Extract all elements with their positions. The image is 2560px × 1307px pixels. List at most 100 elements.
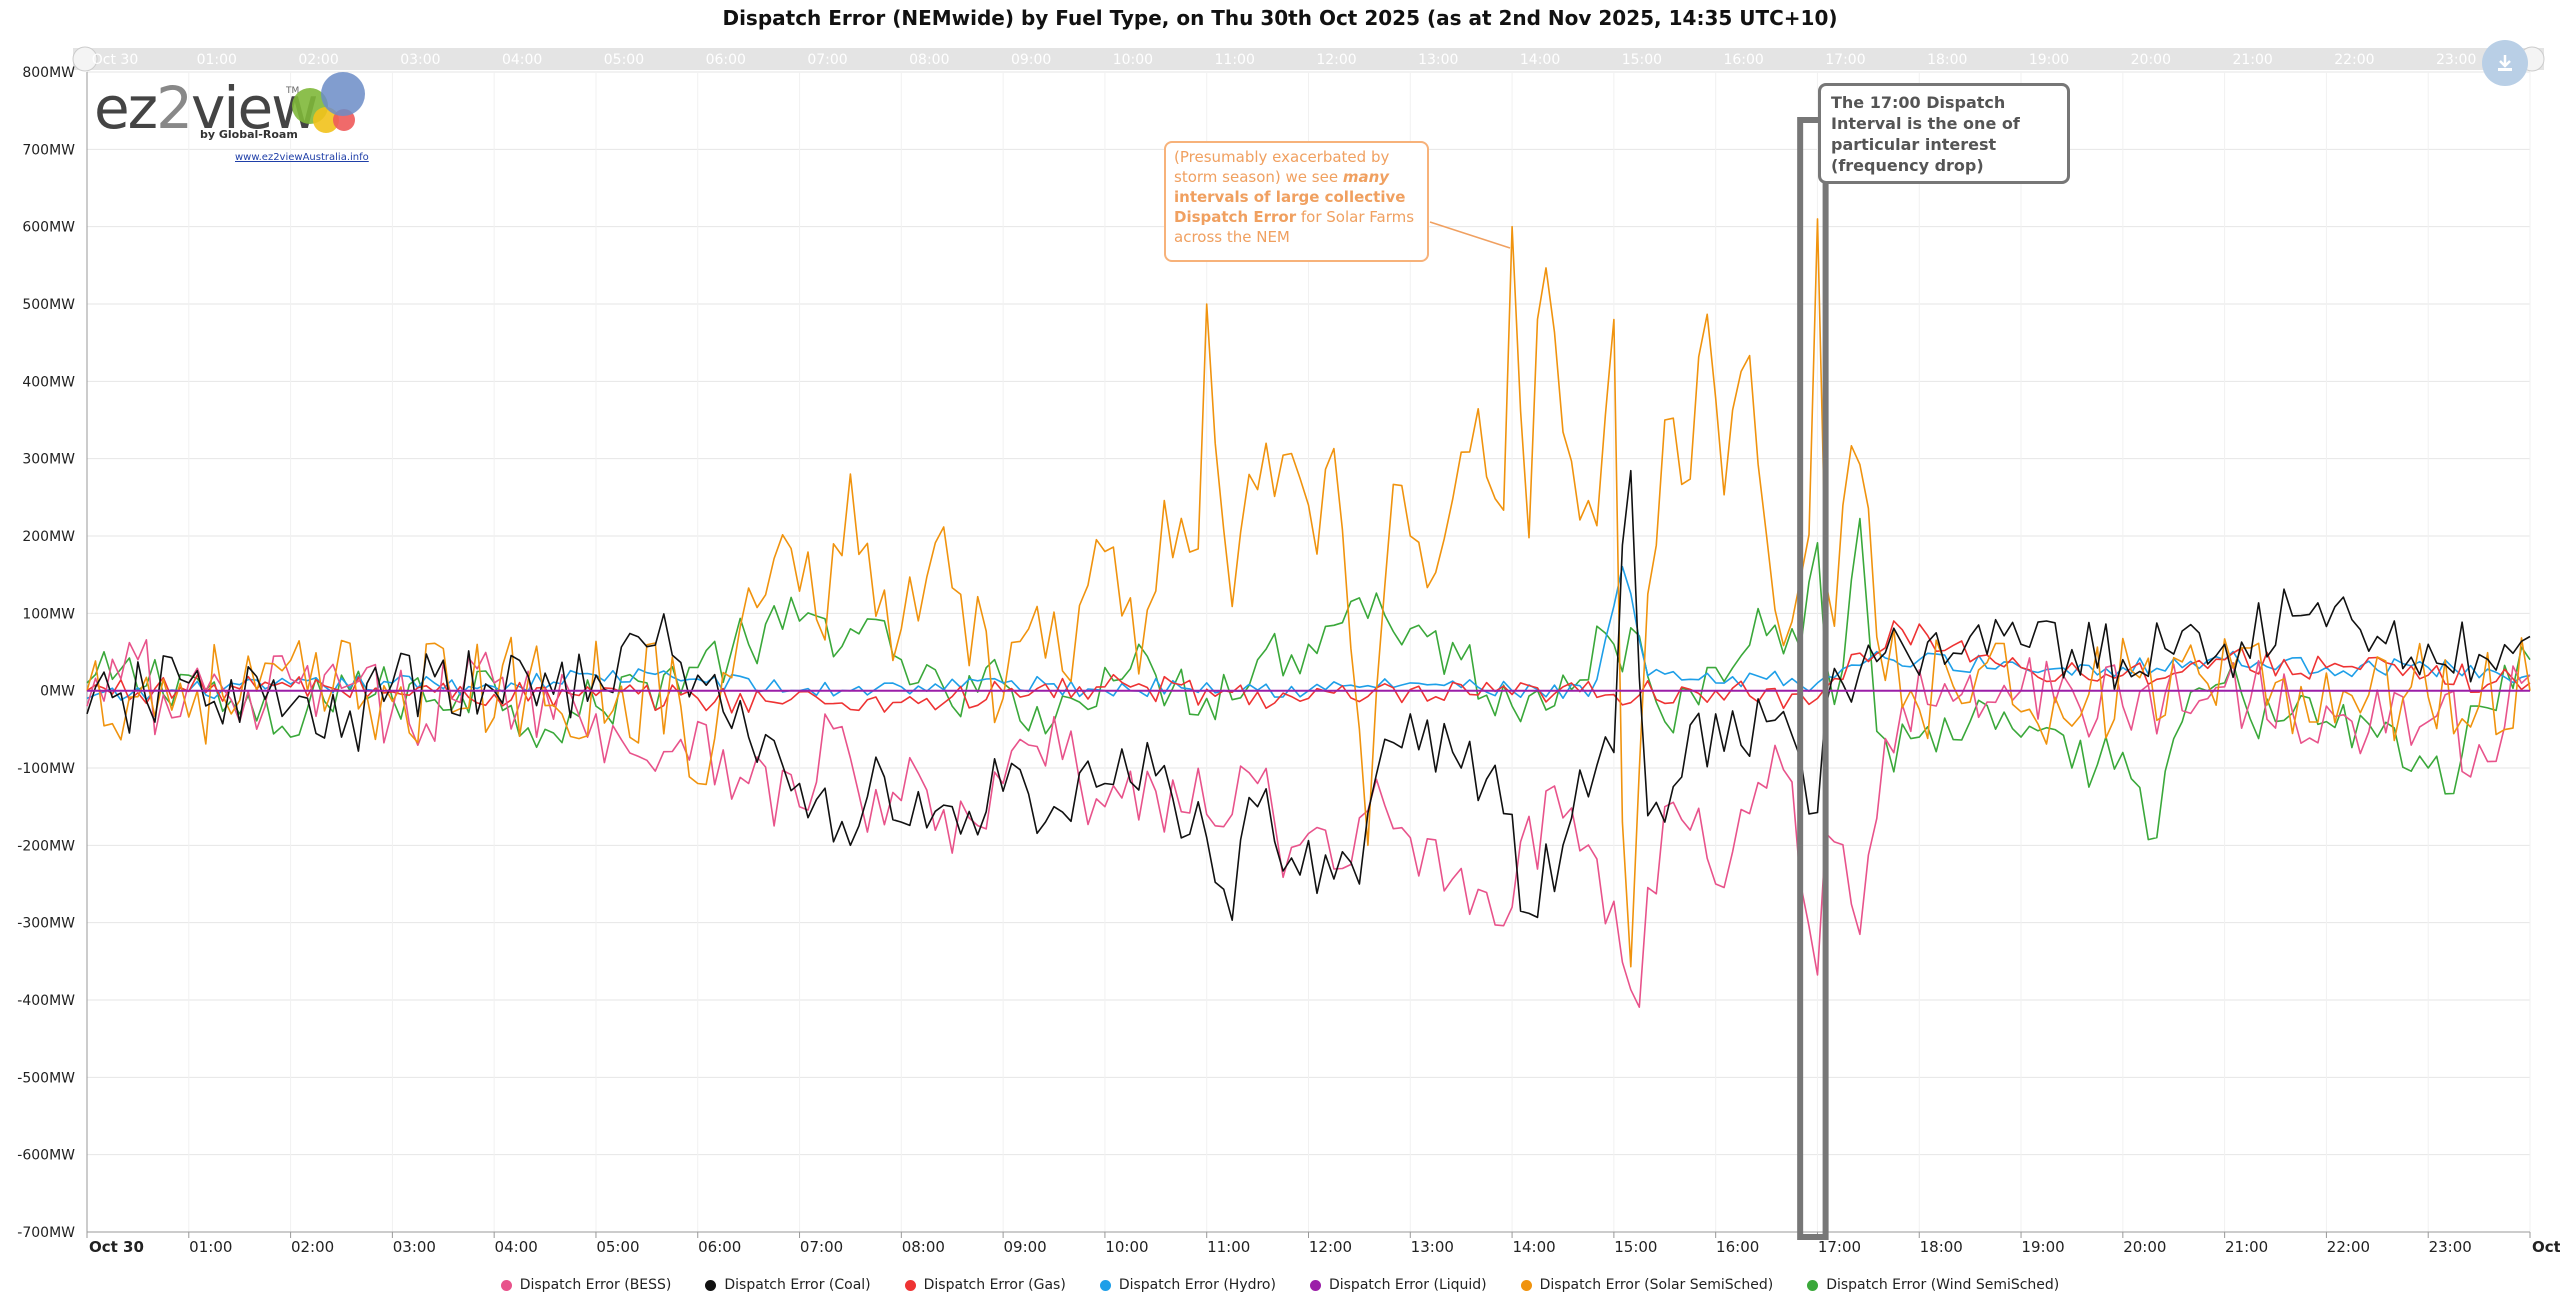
logo-circles-icon [292, 72, 365, 133]
y-tick-label: 400MW [22, 374, 75, 390]
y-tick-label: -200MW [17, 838, 75, 854]
x-tick-label: 08:00 [902, 1238, 945, 1256]
legend-label: Dispatch Error (Coal) [724, 1277, 871, 1293]
x-tick-label: 20:00 [2123, 1238, 2166, 1256]
y-tick-label: -500MW [17, 1070, 75, 1086]
legend-item[interactable]: Dispatch Error (Solar SemiSched) [1520, 1272, 1774, 1298]
y-tick-label: 0MW [40, 684, 75, 700]
highlight-interval [1797, 117, 1829, 1240]
x-tick-label: 05:00 [596, 1238, 639, 1256]
y-tick-label: -700MW [17, 1225, 75, 1241]
legend-swatch [1099, 1279, 1111, 1291]
ez2view-logo: ez2view TM by Global-Roam www.ez2viewAus… [90, 72, 380, 174]
scroller-label: 07:00 [807, 52, 847, 68]
scroller-label: 11:00 [1215, 52, 1255, 68]
scroller-label: 03:00 [400, 52, 440, 68]
logo-trademark: TM [286, 86, 300, 96]
x-tick-label: 23:00 [2429, 1238, 2472, 1256]
y-tick-label: 500MW [22, 297, 75, 313]
y-tick-label: 600MW [22, 220, 75, 236]
y-tick-label: 800MW [22, 65, 75, 81]
range-scroller[interactable]: Oct 30 01:00 02:00 03:00 04:00 05:00 06:00 07:0… [72, 46, 2545, 72]
legend-item[interactable]: Dispatch Error (Coal) [705, 1272, 871, 1298]
scroller-label: 21:00 [2232, 52, 2272, 68]
x-tick-label: 13:00 [1411, 1238, 1454, 1256]
x-tick-label: Oct [2532, 1238, 2560, 1256]
y-tick-label: 200MW [22, 529, 75, 545]
x-tick-label: 18:00 [1920, 1238, 1963, 1256]
scroller-label: 13:00 [1418, 52, 1458, 68]
legend-item[interactable]: Dispatch Error (BESS) [500, 1272, 672, 1298]
x-tick-label: 15:00 [1614, 1238, 1657, 1256]
scroller-label: 17:00 [1825, 52, 1865, 68]
chart-title: Dispatch Error (NEMwide) by Fuel Type, o… [722, 6, 1838, 30]
y-tick-label: -300MW [17, 916, 75, 932]
y-tick-label: 700MW [22, 142, 75, 158]
scroller-label: Oct 30 [92, 52, 138, 68]
scroller-label: 18:00 [1927, 52, 1967, 68]
scroller-label: 08:00 [909, 52, 949, 68]
scroller-label: 16:00 [1723, 52, 1763, 68]
y-axis: -700MW -600MW -500MW -400MW -300MW -200MW -100… [17, 65, 88, 1241]
annotation-solar: (Presumably exacerbated by storm season)… [1164, 141, 1429, 262]
y-tick-label: -400MW [17, 993, 75, 1009]
legend-swatch [500, 1279, 512, 1291]
highlight-box [1797, 117, 1829, 1240]
scroller-label: 14:00 [1520, 52, 1560, 68]
x-tick-label: 19:00 [2021, 1238, 2064, 1256]
scroller-label: 10:00 [1113, 52, 1153, 68]
legend-swatch [904, 1279, 916, 1291]
x-tick-label: 02:00 [291, 1238, 334, 1256]
scroller-label: 20:00 [2131, 52, 2171, 68]
legend-label: Dispatch Error (Gas) [923, 1277, 1066, 1293]
x-tick-label: 11:00 [1207, 1238, 1250, 1256]
scroller-label: 19:00 [2029, 52, 2069, 68]
x-tick-label: 21:00 [2225, 1238, 2268, 1256]
legend: Dispatch Error (BESS) Dispatch Error (Coa… [0, 1272, 2560, 1298]
annotation-1700-interval: The 17:00 Dispatch Interval is the one o… [1818, 83, 2070, 184]
y-tick-label: 300MW [22, 452, 75, 468]
x-tick-label: 14:00 [1512, 1238, 1555, 1256]
scroller-label: 01:00 [197, 52, 237, 68]
series-line-solar [86, 218, 2531, 968]
scroller-label: 02:00 [298, 52, 338, 68]
x-tick-label: 09:00 [1004, 1238, 1047, 1256]
scroller-label: 06:00 [706, 52, 746, 68]
legend-item[interactable]: Dispatch Error (Liquid) [1309, 1272, 1487, 1298]
scroller-track[interactable] [73, 48, 2544, 70]
series-group [86, 218, 2531, 1009]
x-tick-label: 17:00 [1818, 1238, 1861, 1256]
scroller-handle-left[interactable] [72, 46, 98, 72]
legend-swatch [1520, 1279, 1532, 1291]
legend-item[interactable]: Dispatch Error (Gas) [904, 1272, 1066, 1298]
scroller-label: 22:00 [2334, 52, 2374, 68]
scroller-label: 23:00 [2436, 52, 2476, 68]
legend-label: Dispatch Error (Solar SemiSched) [1539, 1277, 1774, 1293]
x-tick-label: 03:00 [393, 1238, 436, 1256]
y-tick-label: -600MW [17, 1148, 75, 1164]
x-tick-label: 22:00 [2327, 1238, 2370, 1256]
scroller-label: 09:00 [1011, 52, 1051, 68]
x-tick-label: Oct 30 [89, 1238, 144, 1256]
legend-item[interactable]: Dispatch Error (Wind SemiSched) [1807, 1272, 2059, 1298]
x-tick-label: 12:00 [1309, 1238, 1352, 1256]
x-axis: Oct 30 01:00 02:00 03:00 04:00 05:00 06:00 07:0… [86, 1231, 2560, 1256]
legend-item[interactable]: Dispatch Error (Hydro) [1099, 1272, 1276, 1298]
download-button[interactable] [2482, 40, 2528, 86]
series-line-bess [86, 638, 2531, 1009]
scroller-label: 12:00 [1316, 52, 1356, 68]
legend-label: Dispatch Error (Wind SemiSched) [1826, 1277, 2060, 1293]
series-line-gas [86, 620, 2531, 714]
x-tick-label: 10:00 [1105, 1238, 1148, 1256]
legend-swatch [705, 1279, 717, 1291]
annotation-leader-lines [1429, 221, 1511, 249]
x-tick-label: 07:00 [800, 1238, 843, 1256]
x-tick-label: 04:00 [495, 1238, 538, 1256]
y-tick-label: -100MW [17, 761, 75, 777]
logo-url-link[interactable]: www.ez2viewAustralia.info [235, 152, 369, 163]
legend-label: Dispatch Error (BESS) [519, 1277, 672, 1293]
x-tick-label: 16:00 [1716, 1238, 1759, 1256]
scroller-label: 05:00 [604, 52, 644, 68]
scroller-label: 15:00 [1622, 52, 1662, 68]
